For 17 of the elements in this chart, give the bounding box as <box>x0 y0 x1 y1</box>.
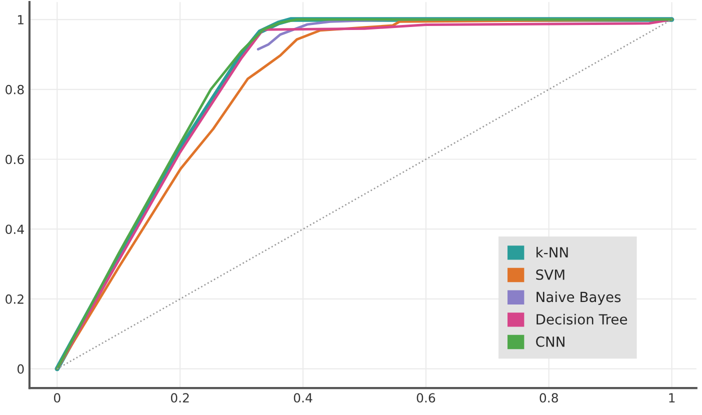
legend-label: k-NN <box>536 246 568 258</box>
x-tick-label: 0.8 <box>540 393 558 403</box>
y-tick-label: 0 <box>17 364 24 374</box>
y-tick-label: 0.8 <box>6 84 24 94</box>
x-tick-label: 0.4 <box>294 393 312 403</box>
y-tick-label: 0.2 <box>6 294 24 304</box>
legend-label: Decision Tree <box>536 314 628 325</box>
x-tick-label: 1 <box>669 393 675 402</box>
y-tick-label: 0.6 <box>6 154 24 164</box>
legend-label: Naive Bayes <box>536 291 621 305</box>
x-tick-label: 0.6 <box>416 393 436 403</box>
legend-label: CNN <box>536 336 564 347</box>
x-tick-label: 0 <box>54 393 60 403</box>
y-tick-label: 0.4 <box>6 224 24 234</box>
legend-label: SVM <box>536 269 564 280</box>
y-tick-label: 1 <box>18 15 24 24</box>
x-tick-label: 0.2 <box>170 393 189 403</box>
